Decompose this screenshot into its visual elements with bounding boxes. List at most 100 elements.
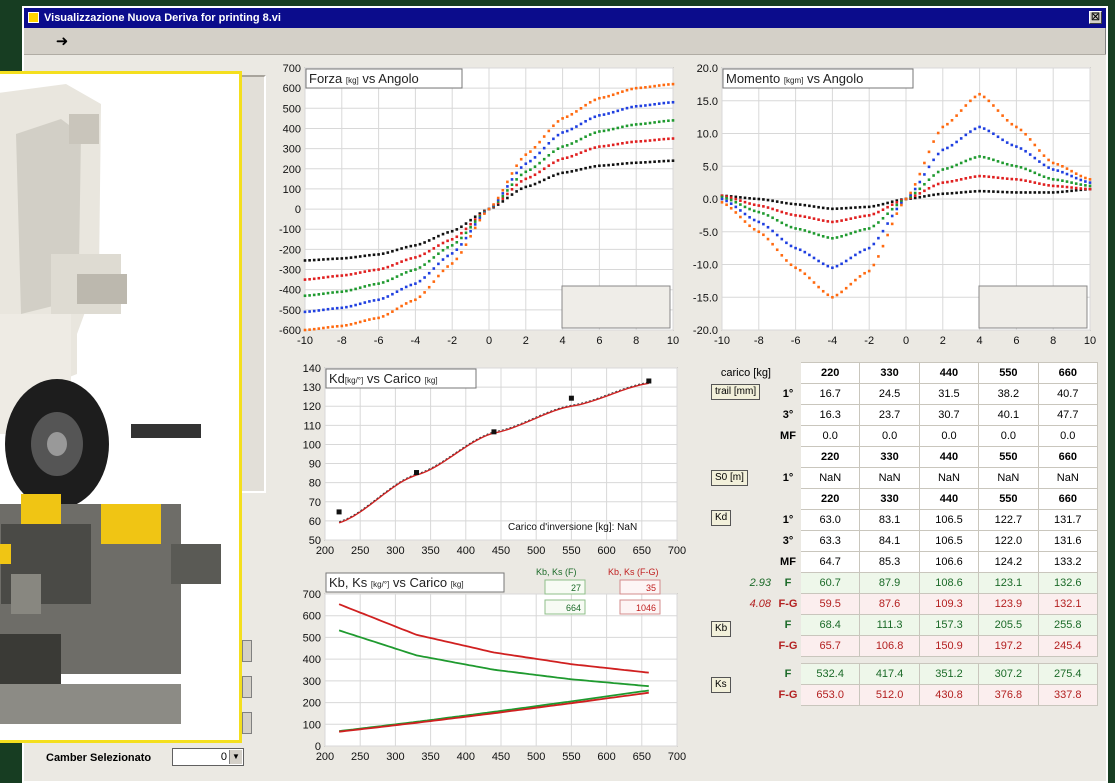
momento-series-2-point <box>1028 169 1032 173</box>
momento-series-2-point <box>918 187 922 191</box>
forza-series-0-point <box>377 253 380 256</box>
forza-series-4-point <box>335 325 339 328</box>
momento-series-2-point <box>762 212 765 215</box>
forza-graph-palette[interactable] <box>561 285 671 329</box>
momento-series-2-point <box>987 157 991 160</box>
forza-series-0-point <box>437 234 440 238</box>
momento-series-2-point <box>789 225 793 229</box>
forza-series-0-point <box>556 172 560 176</box>
momento-ytick-label: -20.0 <box>693 325 718 337</box>
forza-series-3-point <box>441 258 445 261</box>
kbks-title-box <box>325 572 505 593</box>
forza-series-0-point <box>593 165 597 168</box>
forza-series-1-point <box>455 235 459 239</box>
dropdown-arrow-icon[interactable]: ▼ <box>229 750 242 764</box>
forza-series-1-point <box>414 256 417 259</box>
kd-cell: 63.3 <box>799 530 861 552</box>
momento-series-2-point <box>812 232 816 235</box>
momento-series-3-point <box>992 132 995 136</box>
s0-label[interactable]: S0 [m] <box>711 470 748 486</box>
camber-selector[interactable]: 0 ▼ <box>172 748 244 766</box>
forza-series-4-point <box>363 319 367 322</box>
run-arrow-icon[interactable]: ➜ <box>55 33 69 50</box>
momento-series-4-point <box>785 259 788 262</box>
forza-series-1-point <box>639 140 643 143</box>
camber-value: 0 <box>220 751 227 763</box>
kd-label[interactable]: Kd <box>711 510 732 526</box>
kd-point <box>336 509 342 515</box>
forza-series-0-point <box>648 160 652 164</box>
kbks-xtick-label: 650 <box>633 751 651 763</box>
forza-series-2-point <box>450 244 454 247</box>
momento-series-4-point <box>752 227 756 231</box>
forza-series-4-point <box>556 120 560 123</box>
forza-series-1-point <box>363 270 367 273</box>
momento-series-1-point <box>1042 183 1046 186</box>
forza-ytick-label: -200 <box>279 244 301 256</box>
momento-series-0-point <box>1024 191 1027 194</box>
forza-series-2-point <box>377 282 380 285</box>
momento-series-2-point <box>831 237 834 240</box>
momento-series-0-point <box>946 192 949 195</box>
kd-ytick-label: 60 <box>309 516 321 528</box>
kd-xtick-label: 650 <box>633 545 651 557</box>
momento-series-1-point <box>895 201 899 204</box>
side-button-2[interactable] <box>242 676 252 698</box>
kb-label[interactable]: Kb <box>711 621 732 637</box>
s0-header: 550 <box>978 446 1039 468</box>
forza-series-4-point <box>657 84 661 87</box>
momento-series-4-point <box>817 285 820 289</box>
momento-graph-palette[interactable] <box>978 285 1088 329</box>
forza-series-0-point <box>446 231 449 234</box>
forza-series-1-point <box>556 159 560 162</box>
kd-xtick-label: 200 <box>316 545 334 557</box>
momento-series-4-point <box>978 92 981 96</box>
close-icon[interactable]: ☒ <box>1089 11 1102 24</box>
momento-series-4-point <box>987 99 991 103</box>
side-button-1[interactable] <box>242 640 252 662</box>
kb-fg-cell: 150.9 <box>918 635 980 657</box>
momento-series-0-point <box>748 197 751 200</box>
momento-series-1-point <box>766 206 770 209</box>
forza-series-1-point <box>570 154 574 158</box>
forza-series-4-point <box>510 172 514 175</box>
forza-series-0-point <box>303 259 307 262</box>
forza-series-1-point <box>607 144 610 147</box>
forza-series-4-point <box>524 153 528 156</box>
forza-series-0-point <box>575 169 578 172</box>
momento-series-4-point <box>1001 114 1004 117</box>
forza-series-3-point <box>450 252 454 255</box>
momento-series-0-point <box>835 207 839 210</box>
forza-series-2-point <box>588 133 592 136</box>
momento-series-0-point <box>858 205 862 209</box>
momento-series-2-point <box>775 218 779 222</box>
forza-series-1-point <box>501 197 505 200</box>
momento-series-3-point <box>1070 174 1073 178</box>
forza-series-3-point <box>331 307 334 310</box>
carico-330: 330 <box>859 362 920 384</box>
forza-series-2-point <box>616 126 620 130</box>
forza-series-1-point <box>552 161 555 165</box>
momento-ytick-label: 0.0 <box>703 194 718 206</box>
momento-series-2-point <box>1084 184 1087 187</box>
momento-series-2-point <box>1061 179 1064 182</box>
ks-label[interactable]: Ks <box>711 676 731 693</box>
kbks-yticks: 700 600 500 400 300 200 100 0 <box>303 589 321 753</box>
kd-fg-factor: 4.08 <box>704 593 776 615</box>
momento-series-3-point <box>762 222 765 226</box>
momento-series-4-point <box>996 109 1000 112</box>
momento-series-2-point <box>900 200 903 203</box>
trail-cell: 40.1 <box>978 404 1039 426</box>
side-button-3[interactable] <box>242 712 252 734</box>
momento-series-4-point <box>831 295 834 299</box>
forza-series-0-point <box>584 166 587 170</box>
forza-series-3-point <box>363 301 367 304</box>
trail-label[interactable]: trail [mm] <box>711 384 761 400</box>
forza-series-3-point <box>519 166 523 169</box>
momento-series-2-point <box>858 229 862 232</box>
momento-series-1-point <box>992 175 995 179</box>
forza-series-2-point <box>354 287 357 291</box>
momento-series-4-point <box>743 220 747 223</box>
trail-cell: 30.7 <box>918 404 980 426</box>
momento-series-0-point <box>739 196 742 199</box>
